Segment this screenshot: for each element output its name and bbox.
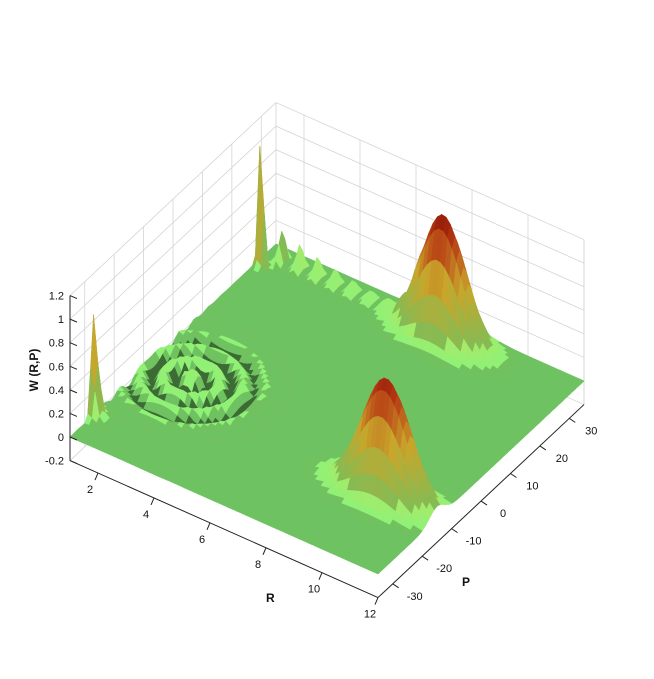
p-tick-label: -30 <box>407 591 423 603</box>
z-tick-mark <box>69 342 78 347</box>
r-tick-mark <box>262 547 267 555</box>
p-tick-mark <box>451 528 458 534</box>
r-tick-label: 2 <box>87 484 93 496</box>
r-tick-label: 12 <box>364 609 376 621</box>
z-tick-label: 0.8 <box>49 338 64 350</box>
z-tick-label: -0.2 <box>45 456 64 468</box>
r-tick-label: 8 <box>255 559 261 571</box>
surface <box>69 145 585 575</box>
p-tick-mark <box>421 555 429 561</box>
r-tick-mark <box>150 497 155 506</box>
p-tick-mark <box>480 500 488 506</box>
z-tick-mark <box>69 365 78 370</box>
p-tick-mark <box>539 445 547 451</box>
z-tick-label: 1.2 <box>49 291 64 303</box>
r-tick-mark <box>318 572 323 580</box>
r-tick-mark <box>94 472 99 481</box>
r-tick-label: 4 <box>143 509 149 521</box>
z-tick-mark <box>69 412 78 417</box>
r-tick-label: 10 <box>308 584 320 596</box>
p-tick-label: -10 <box>466 536 482 548</box>
z-tick-label: 0.4 <box>49 385 64 397</box>
p-tick-label: 30 <box>585 425 597 437</box>
z-tick-mark <box>69 318 78 323</box>
z-tick-label: 0.2 <box>49 408 64 420</box>
p-tick-label: 0 <box>500 508 506 520</box>
p-tick-mark <box>569 417 576 423</box>
z-tick-mark <box>69 295 78 300</box>
z-tick-label: 1 <box>58 314 64 326</box>
p-tick-label: 20 <box>556 453 568 465</box>
x-axis-title: R <box>266 591 275 605</box>
p-tick-label: -20 <box>436 563 452 575</box>
p-tick-mark <box>510 473 517 478</box>
z-tick-mark <box>69 389 78 394</box>
r-tick-mark <box>374 597 379 605</box>
z-tick-mark <box>69 460 78 465</box>
z-axis-title: W (R,P) <box>27 349 41 392</box>
y-axis-title: P <box>462 575 470 589</box>
p-tick-mark <box>392 583 399 589</box>
r-tick-label: 6 <box>199 534 205 546</box>
z-tick-label: 0 <box>58 432 64 444</box>
r-tick-mark <box>206 522 211 531</box>
z-tick-label: 0.6 <box>49 361 64 373</box>
p-tick-label: 10 <box>526 481 538 493</box>
